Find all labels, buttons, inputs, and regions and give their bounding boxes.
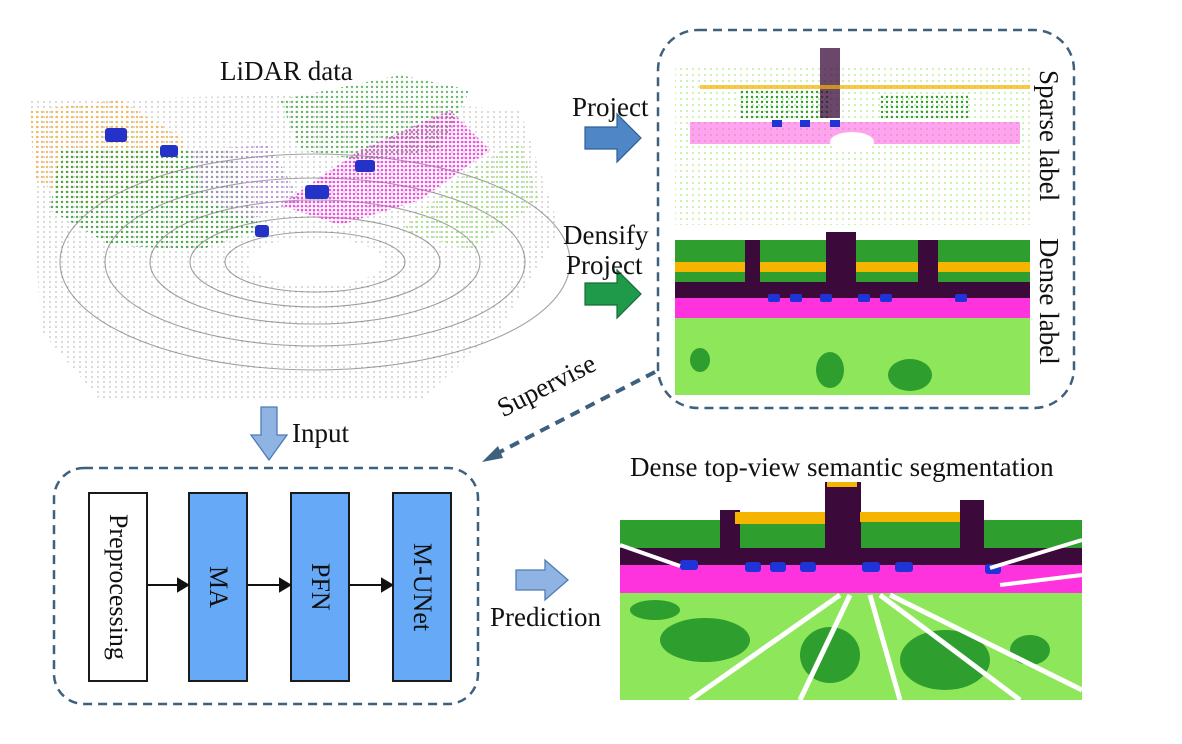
connector-arrowhead-icon [279, 577, 292, 593]
m-unet-label: M-UNet [408, 542, 437, 632]
ma-block: MA [188, 492, 248, 682]
sparse-label-text: Sparse label [1034, 70, 1064, 202]
supervise-arrowhead-icon [482, 446, 503, 462]
input-arrow-icon [249, 406, 289, 462]
densify-project-label: Project [566, 250, 643, 280]
output-title: Dense top-view semantic segmentation [630, 452, 1054, 482]
input-label: Input [292, 418, 349, 448]
connector-arrowhead-icon [381, 577, 394, 593]
project-label: Project [572, 92, 649, 122]
ma-label: MA [204, 566, 233, 608]
project-arrow-icon [584, 112, 642, 164]
pfn-block: PFN [290, 492, 350, 682]
prediction-arrow-icon [515, 558, 569, 602]
pfn-label: PFN [306, 563, 335, 611]
connector-arrowhead-icon [177, 577, 190, 593]
preprocessing-block: Preprocessing [88, 492, 148, 682]
m-unet-block: M-UNet [392, 492, 452, 682]
lidar-title: LiDAR data [220, 56, 353, 86]
dense-label-text: Dense label [1034, 238, 1064, 365]
prediction-label: Prediction [490, 602, 601, 632]
densify-arrow-icon [584, 268, 642, 320]
densify-label: Densify [563, 220, 649, 250]
preprocessing-label: Preprocessing [104, 514, 133, 660]
